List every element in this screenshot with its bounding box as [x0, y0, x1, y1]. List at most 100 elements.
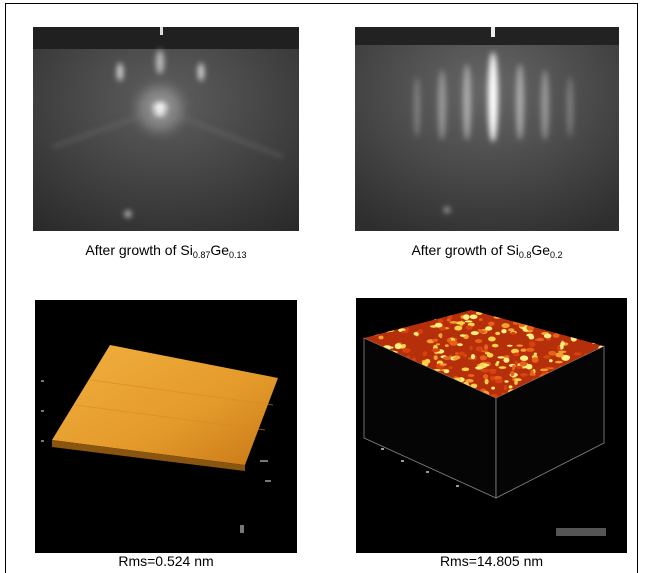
surface-texture	[521, 349, 527, 352]
surface-texture	[530, 370, 533, 375]
caption-text: Ge	[210, 242, 229, 258]
surface-texture	[440, 363, 447, 365]
surface-texture	[520, 361, 528, 366]
surface-texture	[479, 318, 483, 321]
surface-texture	[470, 346, 473, 350]
surface-texture	[401, 331, 408, 334]
surface-texture	[504, 385, 507, 390]
surface-texture	[549, 359, 553, 362]
surface-texture	[516, 345, 523, 347]
caption-text: After growth of Si	[85, 242, 192, 258]
surface-texture	[444, 369, 450, 373]
surface-texture	[434, 355, 438, 360]
surface-texture	[507, 345, 513, 347]
surface-texture	[557, 345, 560, 350]
surface-texture	[548, 351, 556, 356]
surface-texture	[471, 331, 479, 335]
surface-texture	[516, 366, 523, 369]
page: After growth of Si0.87Ge0.13 After growt…	[0, 0, 645, 571]
caption-subscript: 0.13	[229, 250, 247, 260]
surface-texture	[425, 359, 431, 364]
surface-texture	[511, 332, 516, 335]
surface-texture	[463, 314, 470, 320]
caption-text: Rms=0.524 nm	[118, 553, 213, 569]
surface-texture	[438, 319, 443, 323]
surface-texture	[414, 332, 419, 336]
surface-texture	[498, 356, 505, 358]
surface-texture	[513, 353, 519, 357]
surface-texture	[463, 354, 467, 358]
surface-texture	[470, 315, 478, 320]
surface-texture	[544, 334, 552, 339]
surface-texture	[431, 348, 440, 352]
caption-text: After growth of Si	[411, 242, 518, 258]
afm-image	[35, 300, 297, 553]
surface-texture	[490, 371, 496, 374]
surface-texture	[520, 373, 528, 377]
surface-texture	[501, 329, 506, 333]
surface-texture	[520, 355, 528, 361]
surface-texture	[487, 354, 492, 356]
surface-texture	[407, 356, 411, 358]
surface-texture	[447, 319, 451, 322]
caption: After growth of Si0.87Ge0.13	[33, 242, 299, 260]
caption: Rms=14.805 nm	[356, 553, 627, 569]
afm-image	[356, 298, 627, 553]
surface-texture	[445, 344, 449, 347]
surface-texture	[423, 351, 427, 356]
surface-texture	[495, 332, 500, 335]
surface-texture	[509, 386, 513, 388]
surface-texture	[555, 361, 563, 364]
rheed-image	[355, 27, 619, 231]
surface-texture	[492, 344, 499, 348]
surface-texture	[462, 368, 470, 372]
surface-texture	[390, 347, 393, 349]
surface-texture	[478, 330, 485, 333]
surface-texture	[443, 356, 451, 360]
surface-texture	[495, 379, 503, 384]
surface-texture	[483, 374, 488, 379]
surface-texture	[453, 357, 458, 360]
rheed-image	[33, 27, 299, 231]
surface-texture	[468, 374, 475, 377]
surface-texture	[514, 378, 522, 381]
surface-texture	[480, 355, 487, 360]
surface-texture	[512, 365, 515, 371]
caption-subscript: 0.87	[193, 250, 211, 260]
surface-texture	[457, 343, 463, 346]
surface-texture	[475, 366, 483, 369]
caption: Rms=0.524 nm	[35, 553, 297, 569]
surface-texture	[471, 354, 475, 359]
caption: After growth of Si0.8Ge0.2	[355, 242, 619, 260]
surface-texture	[526, 348, 535, 352]
surface-texture	[449, 341, 458, 346]
surface-texture	[455, 352, 459, 354]
surface-texture	[435, 323, 443, 328]
surface-texture	[484, 344, 488, 350]
surface-texture	[456, 321, 465, 325]
surface-texture	[502, 323, 510, 328]
surface-texture	[436, 343, 440, 345]
surface-texture	[395, 343, 402, 349]
surface-texture	[481, 369, 490, 373]
caption-subscript: 0.2	[550, 250, 563, 260]
surface-texture	[561, 341, 565, 346]
caption-subscript: 0.8	[519, 250, 532, 260]
surface-texture	[460, 334, 466, 337]
surface-texture	[529, 335, 535, 340]
surface-texture	[439, 333, 442, 338]
surface-texture	[532, 357, 539, 363]
surface-texture	[529, 341, 536, 347]
surface-texture	[378, 336, 383, 340]
surface-texture	[490, 376, 494, 381]
surface-texture	[534, 339, 542, 341]
surface-texture	[402, 348, 410, 353]
surface-texture	[544, 355, 551, 359]
surface-texture	[485, 379, 489, 385]
surface-texture	[555, 353, 563, 358]
surface-texture	[496, 361, 499, 364]
surface-texture	[488, 337, 496, 342]
surface-texture	[491, 387, 495, 390]
surface-texture	[510, 371, 514, 377]
surface-texture	[465, 320, 473, 322]
